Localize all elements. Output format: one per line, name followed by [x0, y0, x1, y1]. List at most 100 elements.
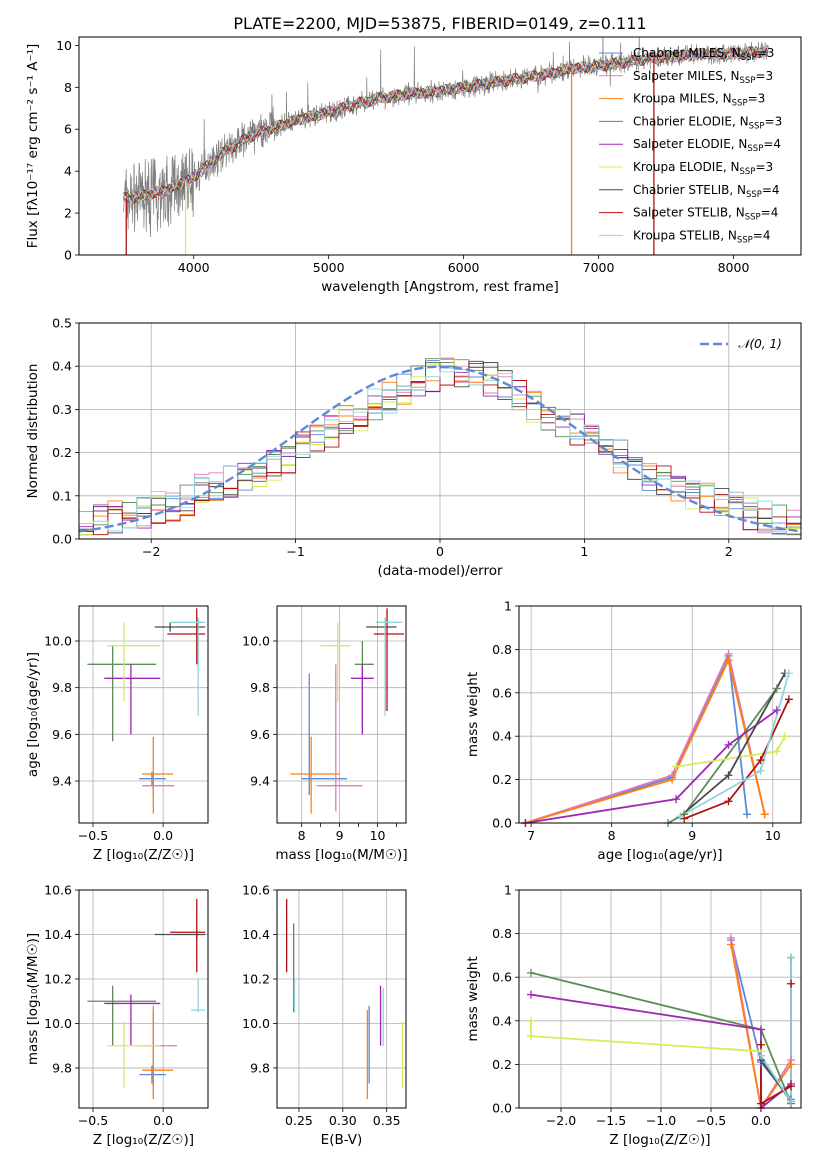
panel-mass-vs-ebv: 0.25 0.30 0.35 9.8 10.0 10.2 10.4 10.6 E(B-V): [242, 883, 407, 1148]
y-tick-label: 0.4: [492, 729, 512, 744]
x-tick-label: 7: [527, 828, 535, 843]
plot-area: [123, 37, 769, 255]
y-tick-label: 0.2: [492, 1057, 512, 1072]
legend-label: Chabrier ELODIE, N: [633, 114, 749, 128]
y-tick-label: 10.2: [242, 971, 270, 986]
legend-sub: SSP: [740, 76, 756, 86]
model-spectrum: [123, 46, 769, 203]
x-tick-label: 0.0: [751, 1113, 771, 1128]
histogram-series: [79, 369, 801, 536]
y-tick-label: 10.4: [44, 927, 72, 942]
y-tick-label: 9.8: [250, 680, 270, 695]
y-axis-label: mass [log₁₀(M/M☉)]: [25, 933, 41, 1065]
legend-label: Kroupa MILES, N: [633, 92, 732, 106]
x-tick-label: −0.5: [78, 828, 108, 843]
panel-age-vs-z: −0.5 0.0 9.4 9.6 9.8 10.0 Z [log₁₀(Z/Z☉)] age […: [25, 605, 209, 863]
panel-age-vs-mass: 8 9 10 9.4 9.6 9.8 10.0 mass [log₁₀(M/M☉)]: [242, 605, 408, 863]
legend-label: Salpeter MILES, N: [633, 69, 740, 83]
plot-area: [290, 608, 405, 814]
y-tick-label: 9.6: [250, 727, 270, 742]
plot-area: [87, 608, 206, 814]
y-tick-label: 0.0: [492, 1101, 512, 1116]
y-tick-label: 0.6: [492, 970, 512, 985]
y-axis-label: Flux [fλ10⁻¹⁷ erg cm⁻² s⁻¹ A⁻¹]: [25, 44, 41, 249]
y-tick-label: 6: [64, 122, 72, 137]
x-axis-label: Z [log₁₀(Z/Z☉)]: [609, 1132, 710, 1148]
weight-series: [525, 657, 766, 823]
y-tick-label: 10.0: [242, 634, 270, 649]
x-tick-label: −0.5: [696, 1113, 726, 1128]
x-axis-label: age [log₁₀(age/yr)]: [597, 847, 722, 863]
legend-sub: SSP: [732, 99, 748, 109]
y-tick-label: 0.4: [52, 359, 72, 374]
legend-label: Chabrier MILES, N: [633, 46, 741, 60]
weight-marker: [724, 771, 733, 780]
panel-weight-vs-age: 7 8 9 10 0.0 0.2 0.4 0.6 0.8 1 age [log₁₀(age/yr)]…: [465, 599, 802, 863]
x-axis-label: Z [log₁₀(Z/Z☉)]: [93, 1132, 194, 1148]
x-tick-label: −1.0: [646, 1113, 676, 1128]
legend-entry: Salpeter ELODIE, NSSP=4: [633, 137, 781, 154]
x-axis-label: Z [log₁₀(Z/Z☉)]: [93, 847, 194, 863]
y-tick-label: 0.8: [492, 926, 512, 941]
plot-area: [79, 357, 801, 536]
weight-marker: [772, 684, 781, 693]
weight-marker: [680, 814, 689, 823]
legend-entry: Salpeter STELIB, NSSP=4: [633, 206, 778, 223]
x-tick-label: 2: [725, 544, 733, 559]
y-tick-label: 10.4: [242, 927, 270, 942]
y-tick-label: 10.2: [44, 971, 72, 986]
legend-sub: SSP: [745, 213, 761, 223]
x-tick-label: 8: [298, 828, 306, 843]
legend-tail: =3: [757, 46, 775, 60]
axes-frame: [78, 36, 802, 256]
weight-marker: [727, 940, 735, 949]
y-tick-label: 1: [504, 883, 512, 898]
plot-area: [286, 898, 404, 1100]
legend-label: Salpeter ELODIE, N: [633, 137, 747, 151]
legend-sub: SSP: [740, 167, 756, 177]
weight-marker: [724, 740, 733, 749]
y-tick-label: 0: [64, 248, 72, 263]
y-tick-label: 0.2: [492, 772, 512, 787]
y-tick-label: 1: [504, 599, 512, 614]
axes-frame: [518, 889, 802, 1109]
model-spectrum: [123, 45, 769, 203]
weight-marker: [787, 1060, 795, 1069]
y-tick-label: 9.8: [52, 680, 72, 695]
y-tick-label: 9.8: [52, 1060, 72, 1075]
y-axis-label: Normed distribution: [25, 364, 41, 499]
x-tick-label: 10: [765, 828, 781, 843]
legend-entry: Chabrier ELODIE, NSSP=3: [633, 114, 782, 131]
grid: [277, 889, 406, 1108]
x-tick-label: −2.0: [546, 1113, 576, 1128]
axes-frame: [78, 889, 209, 1109]
x-tick-label: 6000: [448, 260, 480, 275]
weight-marker: [527, 1016, 535, 1025]
y-axis-label: age [log₁₀(age/yr)]: [25, 652, 41, 777]
x-tick-label: 0.25: [285, 1113, 313, 1128]
x-tick-label: 7000: [583, 260, 615, 275]
y-tick-label: 9.8: [250, 1060, 270, 1075]
y-tick-label: 2: [64, 206, 72, 221]
legend-entry: Chabrier STELIB, NSSP=4: [633, 183, 780, 200]
weight-marker: [772, 706, 781, 715]
panel-spectrum: 4000 5000 6000 7000 8000 0 2 4 6 8 10 wavelength [A…: [25, 36, 802, 295]
y-tick-label: 0.1: [52, 488, 72, 503]
legend-label: Salpeter STELIB, N: [633, 206, 745, 220]
weight-marker: [527, 990, 535, 999]
x-tick-label: −0.5: [78, 1113, 108, 1128]
y-axis-label: mass weight: [465, 672, 481, 757]
weight-marker: [756, 756, 765, 765]
legend-entry: 𝒩(0, 1): [738, 337, 782, 351]
panel-mass-vs-z: −0.5 0.0 9.8 10.0 10.2 10.4 10.6 Z [log₁₀(Z/Z☉)…: [25, 883, 209, 1148]
y-tick-label: 4: [64, 164, 72, 179]
y-tick-label: 9.4: [52, 774, 72, 789]
legend-tail: =4: [753, 228, 771, 242]
weight-marker: [757, 1040, 765, 1049]
model-spectrum: [123, 45, 769, 204]
x-axis-label: mass [log₁₀(M/M☉)]: [275, 847, 407, 863]
y-tick-label: 10.0: [44, 1016, 72, 1031]
y-tick-label: 0.0: [52, 532, 72, 547]
weight-series: [760, 957, 792, 1105]
legend-entry: Kroupa MILES, NSSP=3: [633, 92, 765, 109]
